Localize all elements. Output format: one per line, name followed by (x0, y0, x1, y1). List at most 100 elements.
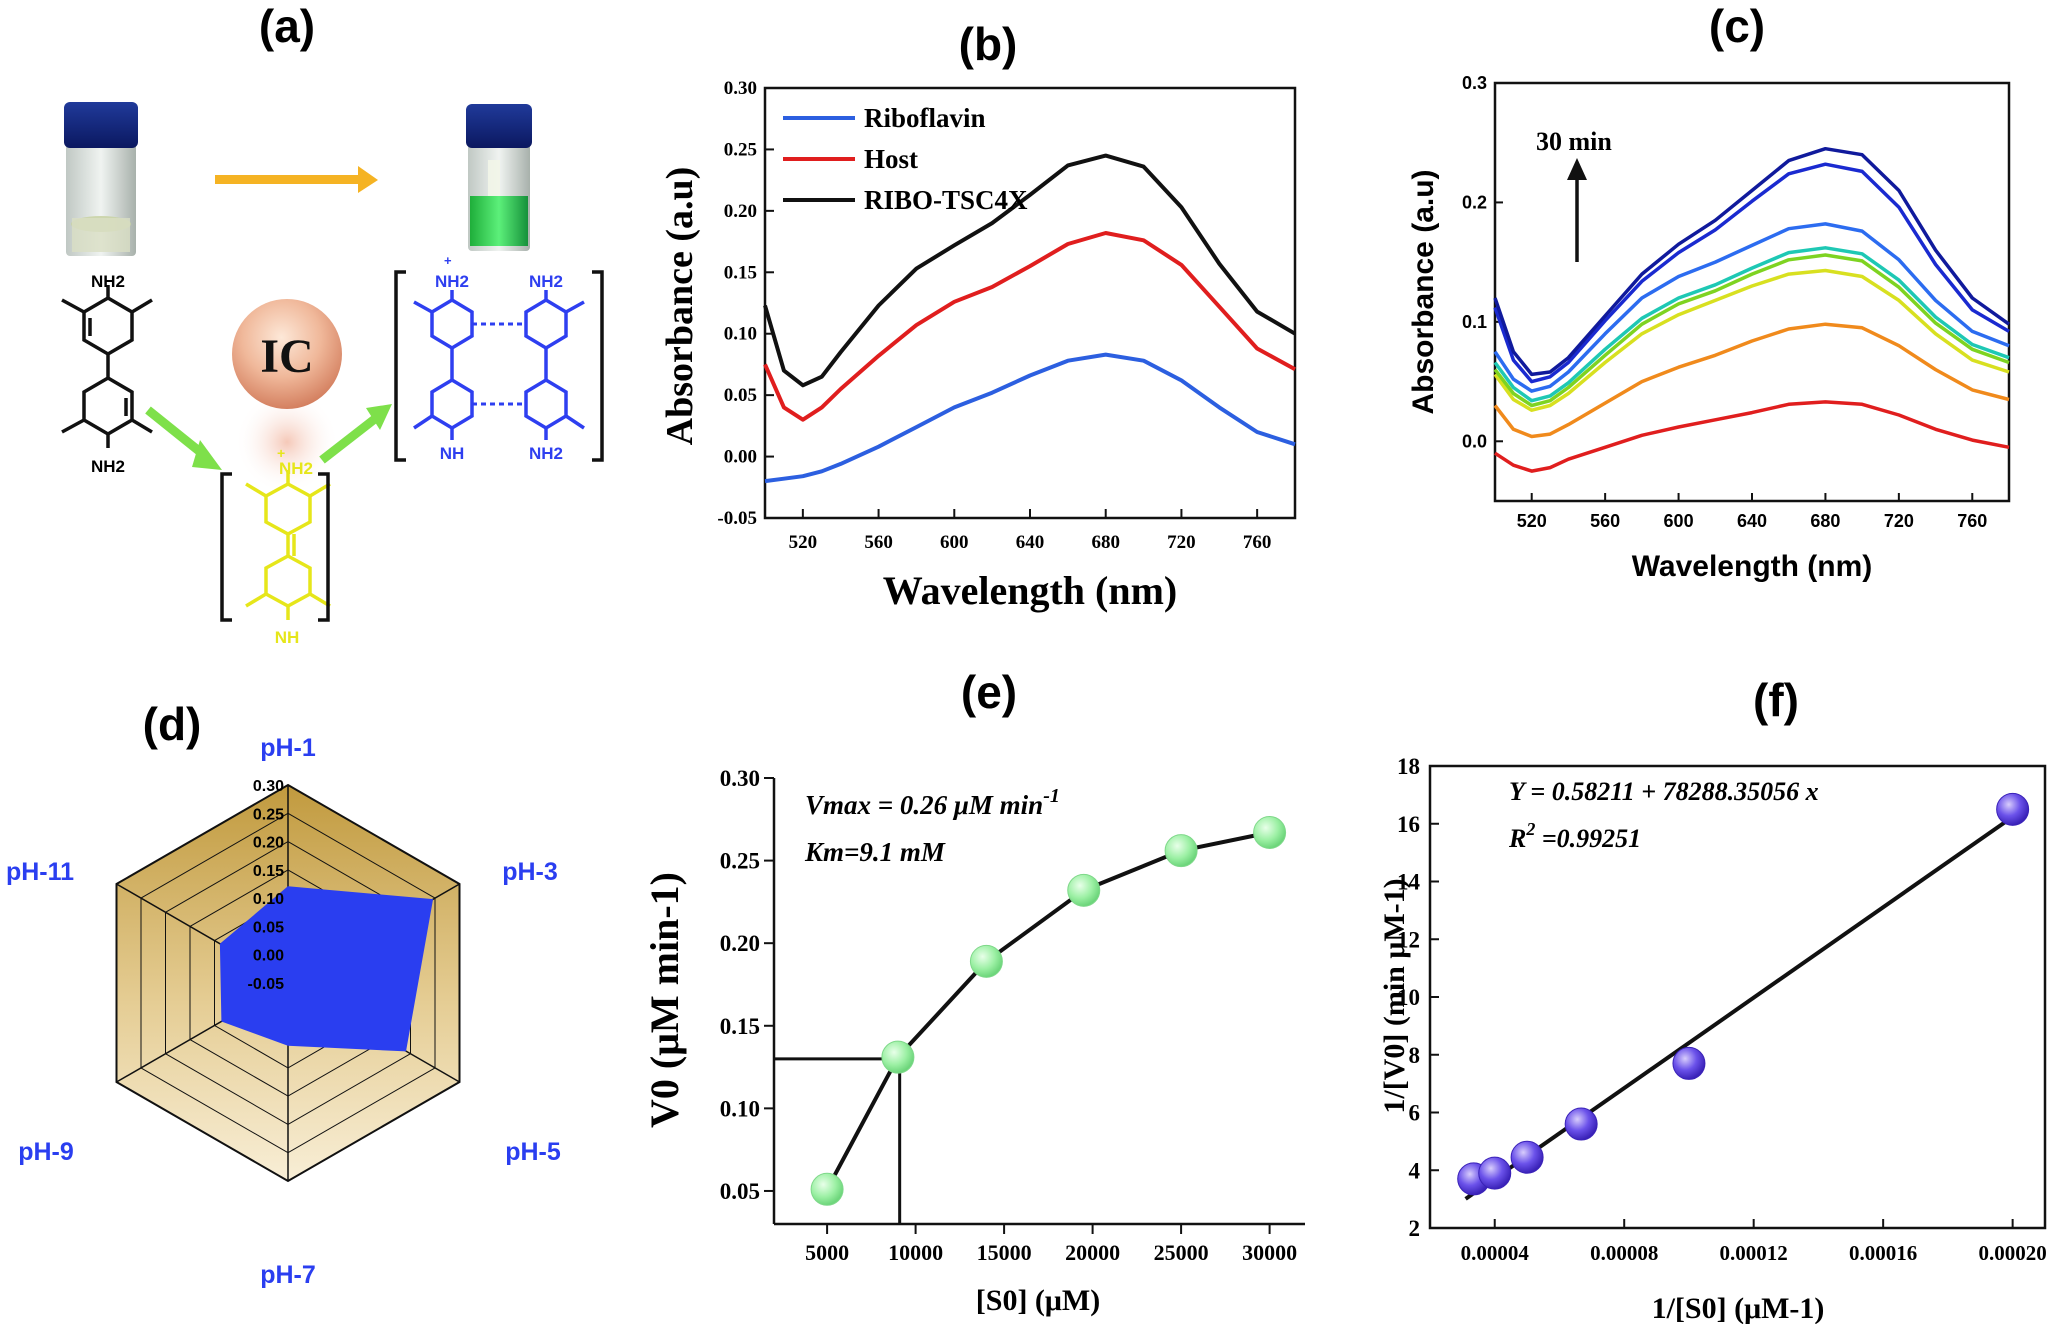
panel-e-ticks: 5000 10000 15000 20000 25000 30000 0.05 0.10 0.1… (720, 766, 1297, 1265)
panel-c-line-t5 (1493, 246, 2010, 403)
panel-f-point (1478, 1156, 1512, 1190)
blue-bracket-right (592, 270, 604, 462)
panel-e-km-label: Km=9.1 mM (804, 837, 946, 867)
panel-e-vmax-label: Vmax = 0.26 μM min-1 (805, 785, 1060, 820)
radar-rtick-label: -0.05 (248, 976, 285, 993)
radar-rtick-label: 0.20 (253, 835, 284, 852)
vial-green (466, 104, 532, 251)
panel-f-fit-label: Y = 0.58211 + 78288.35056 x (1509, 777, 1819, 806)
panel-f-xlabel: 1/[S0] (μM-1) (1652, 1292, 1825, 1324)
panel-c-xtick-label: 520 (1517, 511, 1547, 531)
panel-e-xlabel: [S0] (μM) (976, 1284, 1100, 1317)
yellow-nh2-label: NH2 (279, 459, 313, 478)
radar-axis-labels: pH-1 pH-3 pH-5 pH-7 pH-9 pH-11 (6, 734, 561, 1289)
radar-axis-label-ph-7: pH-7 (260, 1261, 316, 1289)
panel-c-ytick-label: 0.0 (1462, 431, 1487, 451)
radar-axis-label-ph-11: pH-11 (6, 858, 74, 886)
panel-b-ytick-label: 0.05 (724, 385, 757, 406)
panel-c-xlabel: Wavelength (nm) (1632, 550, 1873, 583)
blue-nh2-a-label: NH2 (435, 272, 469, 291)
panel-c-arrow-head (1567, 158, 1587, 180)
panel-b-xtick-label: 640 (1016, 532, 1045, 553)
panel-b-ytick-label: 0.15 (724, 262, 757, 283)
panel-f-xtick-label: 0.00020 (1979, 1241, 2047, 1265)
panel-c-line-t1 (1494, 400, 2010, 473)
panel-f-point (1672, 1046, 1706, 1080)
green-arrow-right (319, 404, 392, 464)
panel-c-line-t6 (1493, 222, 2010, 393)
radar-rtick-label: 0.00 (253, 948, 284, 965)
panel-d-radar: 0.300.250.200.150.100.050.00-0.05 pH-1pH… (6, 734, 561, 1289)
panel-f-xtick-label: 0.00008 (1590, 1241, 1658, 1265)
panel-f-fit-line (1464, 817, 2011, 1201)
blue-bracket-left (394, 270, 406, 462)
panel-c-line-t3 (1493, 268, 2010, 412)
panel-e-ytick-label: 0.05 (720, 1179, 760, 1204)
panel-b-xtick-label: 560 (864, 532, 893, 553)
panel-b-line-riboflavin (764, 352, 1296, 484)
blue-nh-label: NH (440, 444, 465, 463)
panel-b-ylabel: Absorbance (a.u) (659, 167, 701, 446)
panel-e-xtick-label: 30000 (1242, 1240, 1297, 1265)
radar-data (219, 886, 434, 1052)
panel-f-fit-line-path (1464, 817, 2011, 1201)
ic-label: IC (260, 330, 313, 383)
yellow-plus: + (277, 445, 285, 461)
radar-rtick-label: 0.10 (253, 891, 284, 908)
panel-b-ytick-label: 0.00 (724, 447, 757, 468)
panel-b-xtick-label: 680 (1091, 532, 1120, 553)
panel-e-xtick-label: 20000 (1065, 1240, 1120, 1265)
panel-b-ytick-label: 0.30 (724, 78, 757, 99)
panel-c-xtick-label: 760 (1957, 511, 1987, 531)
panel-f-r2-label: R2 =0.99251 (1508, 819, 1641, 853)
yellow-nh-label: NH (275, 628, 300, 647)
panel-c-ylabel: Absorbance (a.u) (1407, 169, 1440, 414)
yellow-bracket-left (220, 472, 232, 622)
ic-glow (235, 390, 339, 494)
panel-e-ytick-label: 0.10 (720, 1096, 760, 1121)
panel-label-f: (f) (1753, 674, 1799, 726)
yellow-bracket-right (318, 472, 330, 622)
panel-e-points (810, 816, 1287, 1206)
panel-f-ylabel: 1/[V0] (min μM-1) (1378, 878, 1411, 1113)
panel-e-point (810, 1172, 844, 1206)
panel-e-ytick-label: 0.20 (720, 931, 760, 956)
panel-e-connecting-line (825, 830, 1271, 1191)
panel-c-xtick-label: 680 (1810, 511, 1840, 531)
radar-axis-label-ph-5: pH-5 (505, 1138, 561, 1166)
panel-e-point (1067, 873, 1101, 907)
radar-data-polygon (219, 886, 434, 1052)
panel-c-line-t4 (1493, 253, 2010, 408)
panel-b-line-host (763, 231, 1296, 422)
panel-b-ytick-label: 0.25 (724, 139, 757, 160)
panel-label-d: (d) (143, 698, 202, 750)
panel-b-xlabel: Wavelength (nm) (883, 568, 1177, 613)
panel-b-ytick-label: 0.10 (724, 324, 757, 345)
panel-c-chart: 520 560 600 640 680 720 760 0.0 0.1 0.2 0.3 30 min… (1407, 73, 2011, 583)
panel-b-xtick-label: 760 (1243, 532, 1272, 553)
panel-f-ytick-label: 18 (1397, 754, 1420, 779)
vial-clear (64, 102, 138, 256)
panel-b-xtick-label: 600 (940, 532, 969, 553)
green-arrow-left (145, 406, 222, 470)
orange-arrow (215, 166, 378, 193)
radar-rtick-label: 0.30 (253, 778, 284, 795)
panel-c-ytick-label: 0.2 (1462, 192, 1487, 212)
panel-c-line-t7 (1493, 162, 2010, 384)
panel-f-point (1510, 1140, 1544, 1174)
panel-f-ytick-label: 6 (1409, 1101, 1421, 1126)
panel-f-ytick-label: 8 (1409, 1043, 1421, 1068)
panel-f-ytick-label: 2 (1409, 1216, 1421, 1241)
panel-c-line-t8 (1493, 146, 2011, 377)
yellow-molecule (245, 470, 331, 620)
panel-label-e: (e) (961, 666, 1017, 718)
panel-label-b: (b) (959, 18, 1018, 70)
panel-e-ytick-label: 0.15 (720, 1014, 760, 1039)
panel-f-ytick-label: 14 (1397, 870, 1421, 895)
nh2-bottom-label: NH2 (91, 457, 125, 476)
legend-label-ribo-tsc4x: RIBO-TSC4X (864, 185, 1028, 215)
radar-rtick-label: 0.15 (253, 863, 284, 880)
panel-e-curve (825, 830, 1271, 1191)
panel-label-c: (c) (1709, 0, 1765, 52)
